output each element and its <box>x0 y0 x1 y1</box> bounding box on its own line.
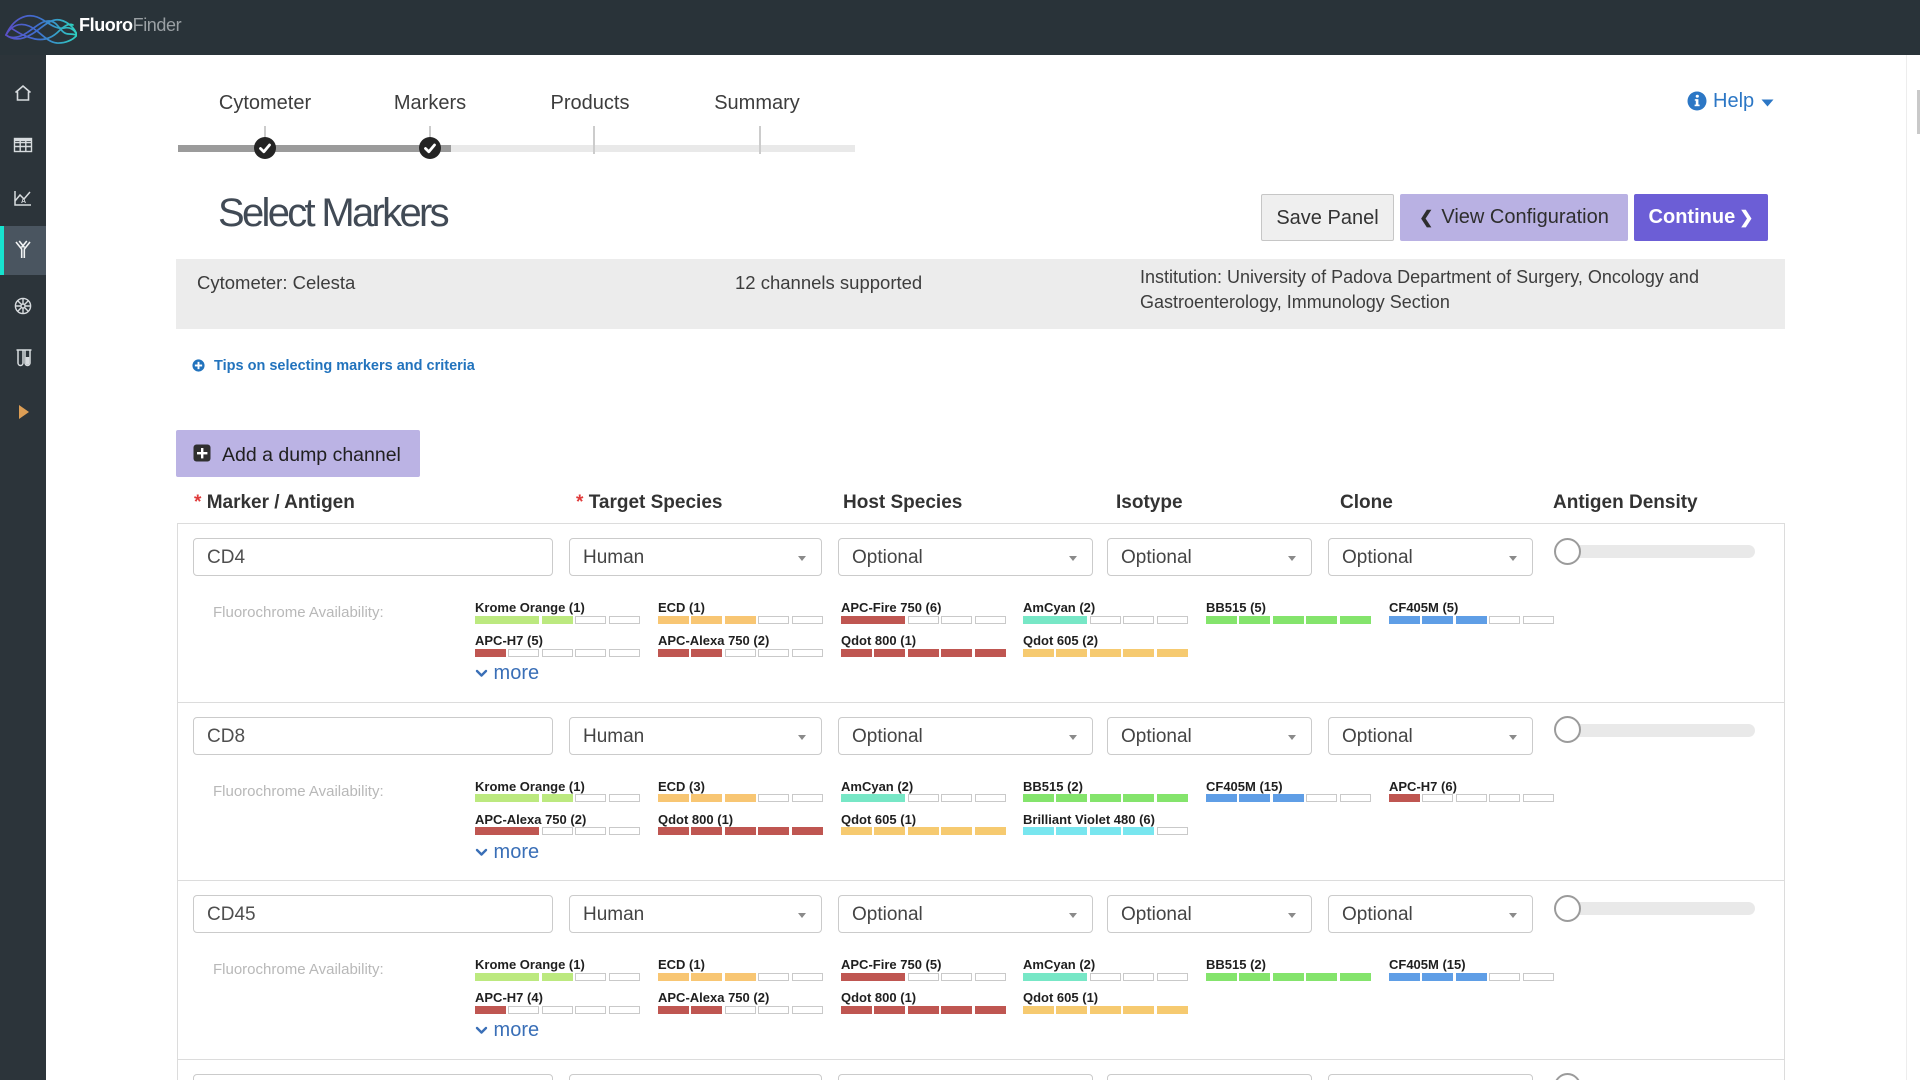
svg-text:A: A <box>21 198 26 205</box>
